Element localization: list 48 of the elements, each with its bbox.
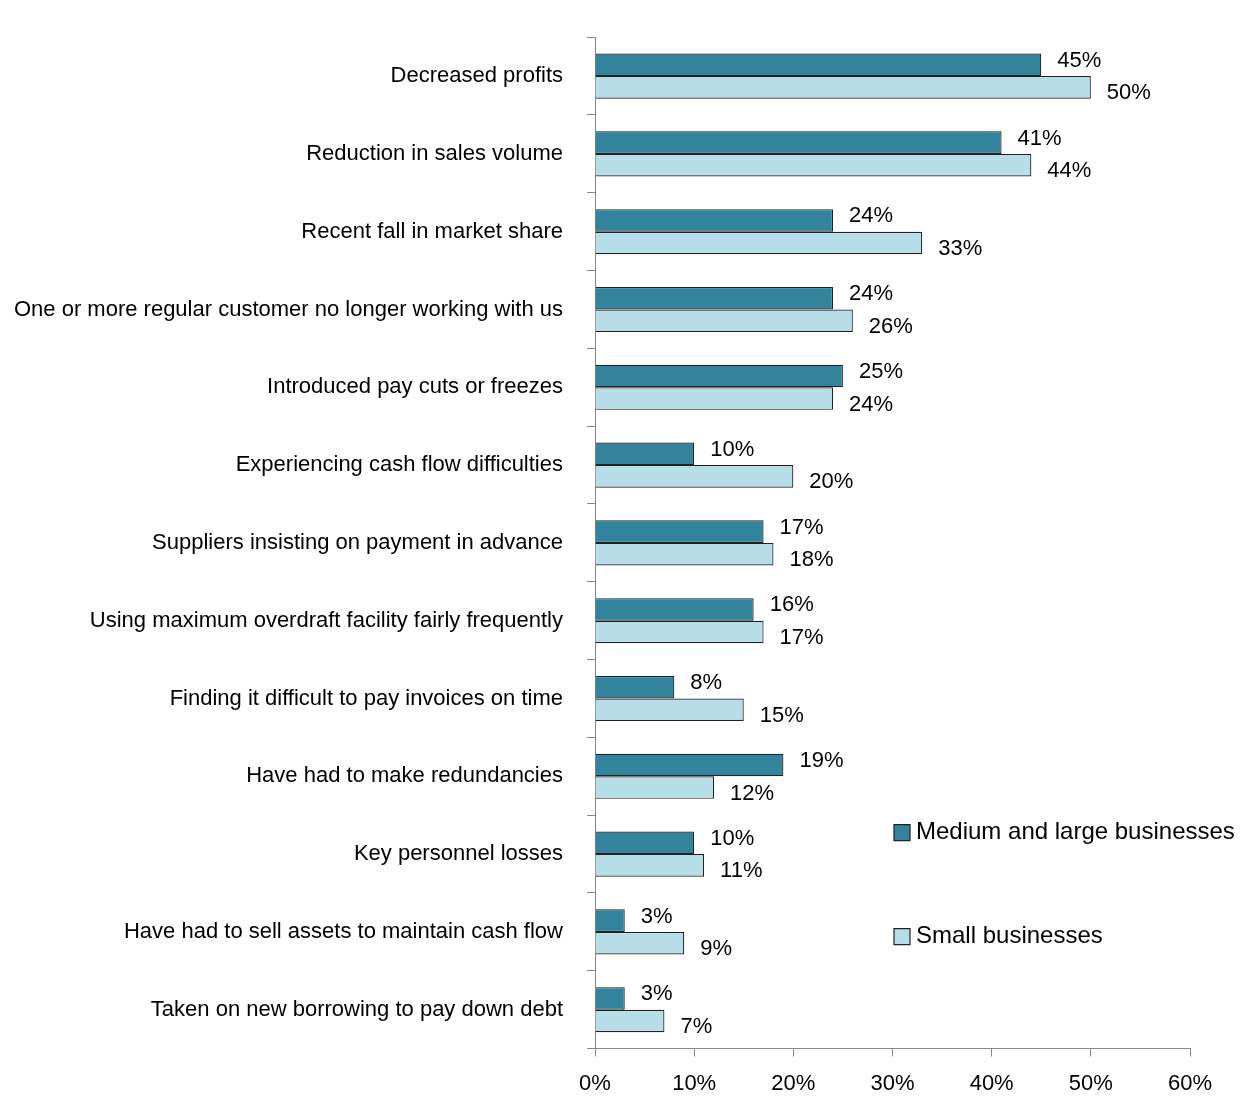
- data-label: 45%: [1057, 46, 1102, 72]
- y-tick-label: Recent fall in market share: [301, 217, 563, 243]
- x-tick-label: 40%: [969, 1069, 1014, 1095]
- y-tick-label: Introduced pay cuts or freezes: [267, 373, 563, 399]
- data-label: 25%: [858, 358, 903, 384]
- x-tick-label: 20%: [771, 1069, 816, 1095]
- legend-label: Medium and large businesses: [916, 817, 1235, 845]
- x-tick-label: 60%: [1167, 1069, 1213, 1095]
- y-tick-label: Key personnel losses: [353, 840, 563, 866]
- x-tick-label: 0%: [579, 1069, 611, 1095]
- data-label: 7%: [680, 1013, 713, 1039]
- data-label: 15%: [759, 701, 804, 727]
- x-tick-label: 10%: [672, 1069, 717, 1095]
- data-label: 24%: [849, 280, 894, 306]
- data-label: 3%: [640, 902, 673, 928]
- y-tick-label: Using maximum overdraft facility fairly frequently: [89, 606, 563, 632]
- x-tick-label: 50%: [1068, 1069, 1113, 1095]
- data-label: 33%: [938, 235, 983, 261]
- data-label: 24%: [849, 390, 894, 416]
- x-tick-label: 30%: [870, 1069, 915, 1095]
- data-label: 8%: [690, 669, 723, 695]
- legend-label: Small businesses: [916, 921, 1103, 949]
- y-tick-label: Suppliers insisting on payment in advance: [152, 528, 563, 554]
- data-label: 26%: [868, 312, 913, 338]
- y-tick-label: Finding it difficult to pay invoices on time: [169, 684, 563, 710]
- data-label: 24%: [849, 202, 894, 228]
- data-label: 11%: [720, 857, 763, 883]
- data-label: 19%: [799, 747, 844, 773]
- data-label: 17%: [779, 624, 824, 650]
- data-label: 10%: [710, 824, 755, 850]
- data-label: 18%: [789, 546, 834, 572]
- y-tick-label: Reduction in sales volume: [306, 139, 563, 165]
- data-label: 16%: [769, 591, 814, 617]
- data-label: 44%: [1047, 157, 1092, 183]
- y-tick-label: Have had to sell assets to maintain cash flow: [123, 917, 564, 943]
- data-label: 50%: [1106, 79, 1151, 105]
- y-tick-label: One or more regular customer no longer working with us: [13, 295, 563, 321]
- data-label: 3%: [640, 980, 673, 1006]
- data-label: 17%: [779, 513, 824, 539]
- data-label: 20%: [809, 468, 854, 494]
- y-tick-label: Taken on new borrowing to pay down debt: [150, 995, 563, 1021]
- data-label: 12%: [730, 779, 775, 805]
- data-label: 10%: [710, 435, 755, 461]
- data-label: 9%: [700, 935, 733, 961]
- y-tick-label: Decreased profits: [390, 62, 563, 88]
- y-tick-label: Experiencing cash flow difficulties: [235, 451, 563, 477]
- data-label: 41%: [1017, 124, 1062, 150]
- y-tick-label: Have had to make redundancies: [246, 762, 563, 788]
